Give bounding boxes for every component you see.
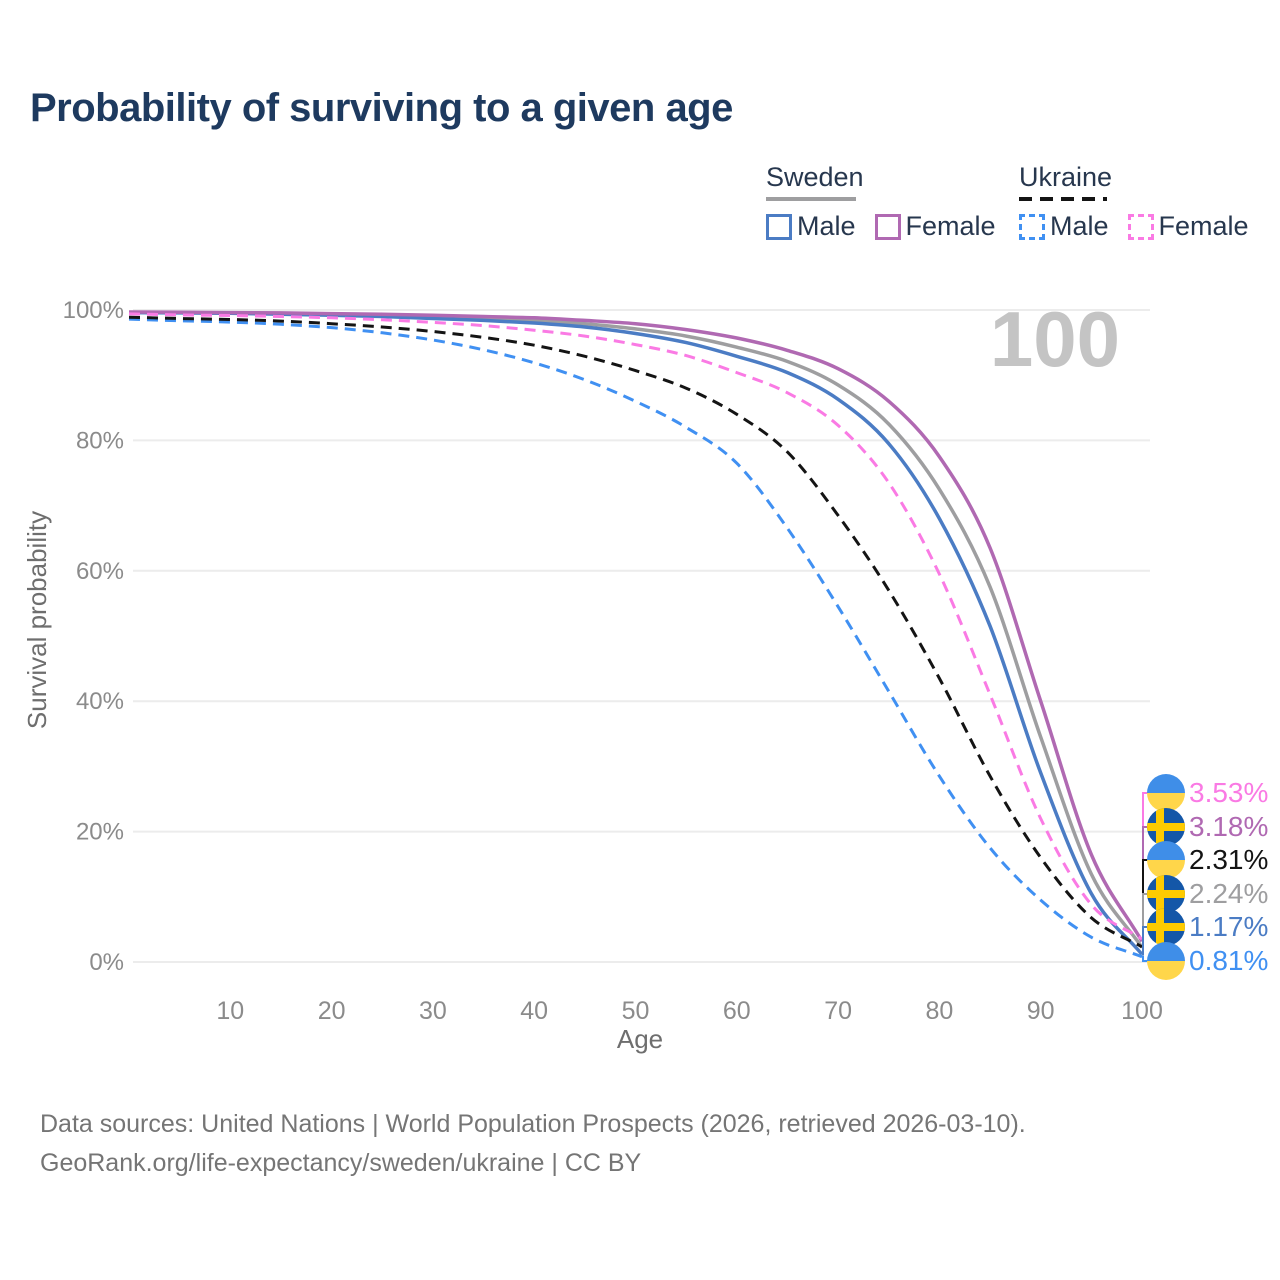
curve-ukraine-female[interactable] [128,312,1143,941]
legend-item-label-ukraine-female: Female [1158,211,1249,241]
x-tick-label: 50 [622,997,650,1025]
hovered-age-watermark: 100 [990,295,1120,383]
y-tick-label: 80% [76,427,124,454]
end-label-sweden-female: 3.18% [1147,808,1268,846]
y-tick-label: 60% [76,558,124,585]
legend-item-ukraine-male[interactable]: Male [1019,211,1109,242]
legend-item-label-sweden-male: Male [797,211,856,241]
end-label-ukraine-male: 0.81% [1147,942,1268,980]
curve-sweden-male[interactable] [128,310,1144,956]
end-label-value: 2.24% [1189,878,1268,909]
x-tick-label: 40 [520,997,548,1025]
x-tick-label: 20 [318,997,346,1025]
page-title: Probability of surviving to a given age [30,86,733,130]
end-label-value: 3.18% [1189,811,1268,842]
end-label-sweden-male: 1.17% [1147,908,1268,946]
x-axis-title: Age [617,1024,663,1054]
footer-data-sources: Data sources: United Nations | World Pop… [40,1110,1026,1138]
legend-group-label-sweden: Sweden [766,162,864,192]
legend-item-ukraine-female[interactable]: Female [1127,211,1249,242]
legend-line-sample-ukraine-icon [1019,197,1107,201]
end-label-value: 3.53% [1189,777,1268,808]
x-tick-label: 10 [216,997,244,1025]
legend-item-sweden-female[interactable]: Female [874,211,996,242]
legend-item-sweden-male[interactable]: Male [766,211,856,242]
legend-item-label-ukraine-male: Male [1050,211,1109,241]
curve-sweden-female[interactable] [128,310,1144,943]
legend-swatch-sweden-female-icon [874,213,901,240]
legend-swatch-ukraine-female-icon [1127,213,1154,240]
curve-ukraine-total[interactable] [128,315,1143,949]
end-label-connector-sweden-male [1142,926,1148,956]
sweden-flag-icon [1147,908,1185,946]
x-tick-label: 70 [824,997,852,1025]
end-label-connector-ukraine-male [1142,955,1148,962]
y-tick-label: 40% [76,688,124,715]
curve-ukraine-male[interactable] [128,317,1143,959]
legend-swatch-ukraine-male-icon [1019,213,1045,240]
legend-group-sweden: Sweden Male Female [766,162,996,242]
legend-line-sample-sweden-icon [766,197,856,201]
end-label-value: 2.31% [1189,844,1268,875]
sweden-flag-icon [1147,875,1185,913]
x-tick-label: 80 [925,997,953,1025]
x-tick-label: 100 [1121,997,1163,1025]
legend-item-label-sweden-female: Female [905,211,996,241]
legend-group-label-ukraine: Ukraine [1019,162,1113,192]
end-label-ukraine-total: 2.31% [1147,841,1268,879]
x-tick-label: 30 [419,997,447,1025]
end-label-ukraine-female: 3.53% [1147,774,1268,812]
legend-swatch-sweden-male-icon [766,213,792,240]
sweden-flag-icon [1147,808,1185,846]
ukraine-flag-icon [1147,942,1185,980]
footer-attribution: GeoRank.org/life-expectancy/sweden/ukrai… [40,1149,642,1177]
legend-group-ukraine: Ukraine Male Female [1019,162,1249,242]
x-tick-label: 60 [723,997,751,1025]
y-tick-label: 0% [89,949,124,976]
x-tick-label: 90 [1027,997,1055,1025]
y-axis-title: Survival probability [22,511,52,729]
end-label-value: 1.17% [1189,911,1268,942]
ukraine-flag-icon [1147,841,1185,879]
end-label-sweden-total: 2.24% [1147,875,1268,913]
ukraine-flag-icon [1147,774,1185,812]
end-label-value: 0.81% [1189,945,1268,976]
y-tick-label: 100% [63,297,124,324]
y-tick-label: 20% [76,819,124,846]
